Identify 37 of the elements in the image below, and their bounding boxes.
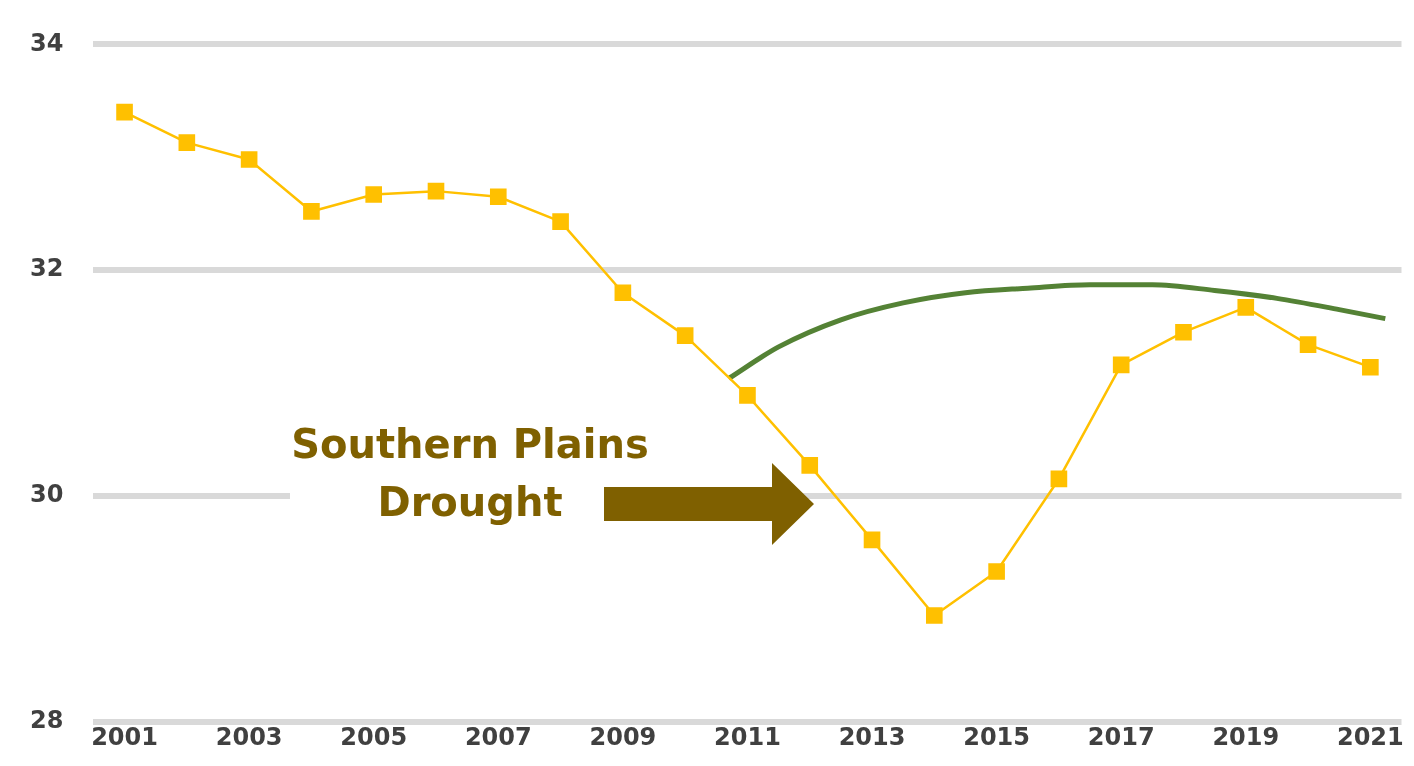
y-tick-label: 28 bbox=[29, 705, 64, 734]
point bbox=[1237, 299, 1255, 316]
point bbox=[240, 151, 258, 168]
annotation: Southern Plains Drought bbox=[290, 415, 650, 531]
point bbox=[178, 134, 196, 151]
point bbox=[1175, 323, 1192, 341]
x-tick-label: 2011 bbox=[714, 723, 781, 752]
x-tick-label: 2017 bbox=[1087, 723, 1155, 752]
x-tick-label: 2019 bbox=[1212, 723, 1280, 752]
y-tick-label: 32 bbox=[29, 254, 64, 283]
point bbox=[489, 188, 507, 206]
point bbox=[988, 563, 1005, 580]
y-tick-label: 30 bbox=[29, 480, 64, 509]
x-tick-label: 2003 bbox=[215, 723, 283, 752]
x-tick-label: 2021 bbox=[1336, 723, 1404, 752]
point bbox=[303, 203, 320, 220]
x-tick-label: 2005 bbox=[340, 723, 408, 752]
x-tick-label: 2015 bbox=[963, 723, 1031, 752]
point bbox=[552, 213, 569, 230]
x-tick-label: 2009 bbox=[589, 723, 657, 752]
point bbox=[1050, 470, 1068, 488]
x-tick-label: 2007 bbox=[464, 723, 532, 752]
point bbox=[1299, 336, 1317, 353]
y-tick-label: 34 bbox=[29, 28, 64, 57]
point bbox=[1362, 358, 1379, 376]
point bbox=[365, 186, 383, 203]
x-tick-label: 2013 bbox=[838, 723, 906, 752]
point bbox=[427, 182, 445, 200]
point bbox=[614, 284, 632, 302]
point bbox=[1112, 356, 1130, 374]
point bbox=[676, 327, 694, 344]
x-tick-label: 2001 bbox=[91, 723, 158, 752]
point bbox=[116, 103, 133, 121]
point bbox=[926, 607, 943, 624]
point bbox=[801, 457, 819, 474]
point bbox=[739, 387, 756, 404]
point bbox=[863, 531, 881, 549]
